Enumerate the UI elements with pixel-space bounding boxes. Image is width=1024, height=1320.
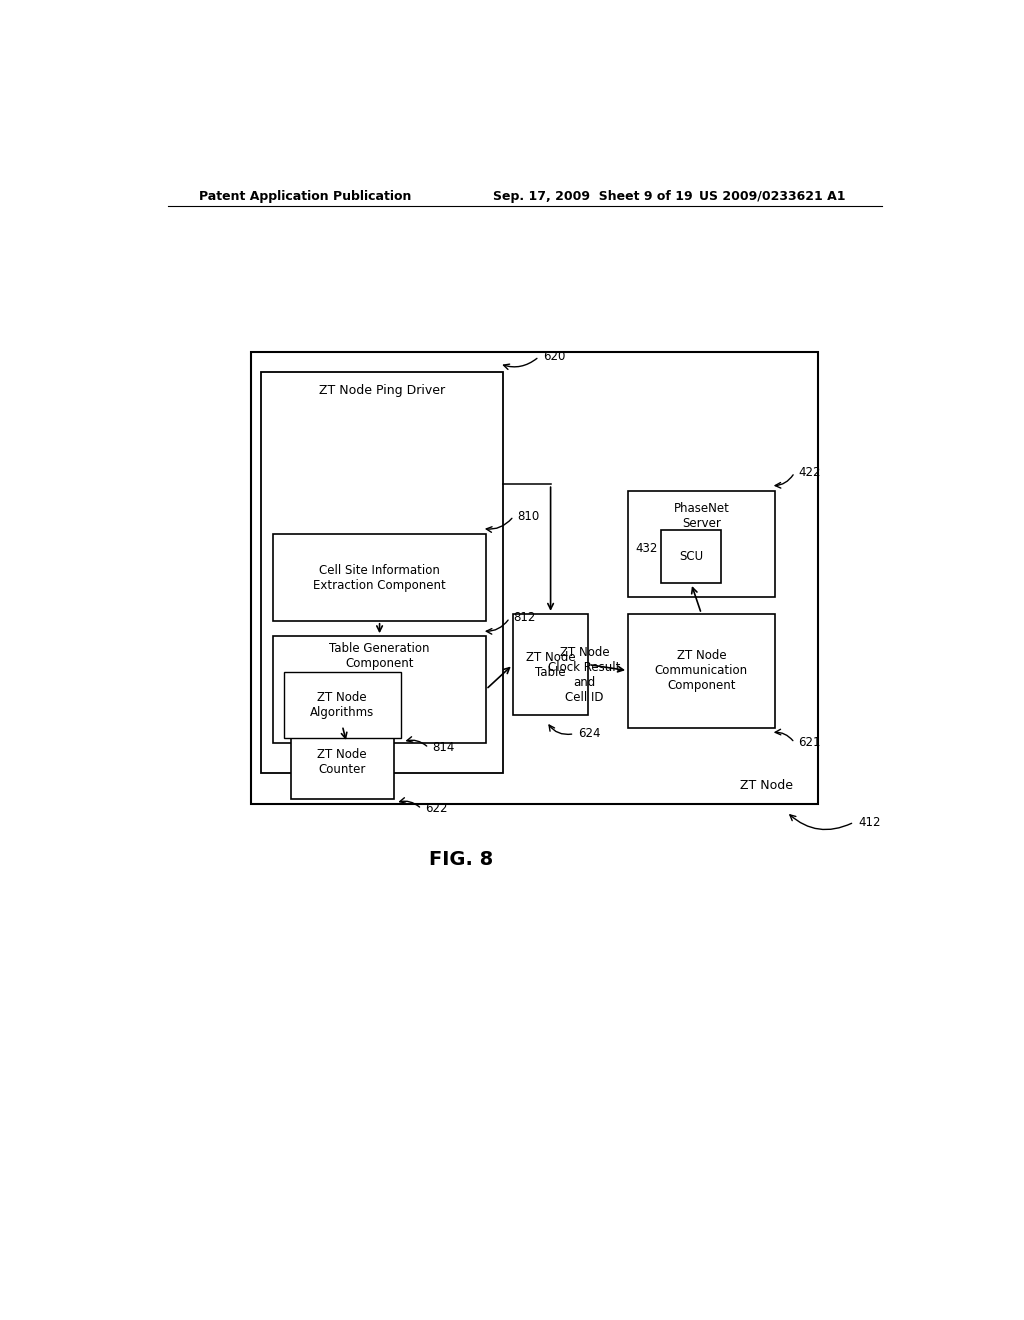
Text: PhaseNet
Server: PhaseNet Server	[674, 502, 729, 531]
Text: 621: 621	[799, 737, 821, 750]
Text: 432: 432	[635, 543, 657, 556]
Text: 812: 812	[514, 611, 537, 624]
Text: 814: 814	[433, 742, 455, 755]
Bar	[251, 351, 818, 804]
Text: Sep. 17, 2009  Sheet 9 of 19: Sep. 17, 2009 Sheet 9 of 19	[494, 190, 692, 202]
Text: 412: 412	[858, 816, 881, 829]
Text: US 2009/0233621 A1: US 2009/0233621 A1	[699, 190, 846, 202]
Text: ZT Node
Clock Result
and
Cell ID: ZT Node Clock Result and Cell ID	[548, 645, 621, 704]
Bar	[513, 614, 588, 715]
Text: FIG. 8: FIG. 8	[429, 850, 494, 869]
Bar	[284, 672, 401, 738]
Bar	[273, 535, 486, 620]
Text: SCU: SCU	[679, 550, 703, 564]
Bar	[273, 636, 486, 743]
Text: ZT Node Ping Driver: ZT Node Ping Driver	[319, 384, 445, 396]
Text: 624: 624	[579, 727, 601, 741]
Bar	[662, 531, 721, 583]
Text: ZT Node
Algorithms: ZT Node Algorithms	[310, 690, 375, 718]
Text: ZT Node
Table: ZT Node Table	[525, 651, 575, 678]
Bar	[628, 491, 775, 598]
Text: ZT Node
Counter: ZT Node Counter	[317, 748, 367, 776]
Text: 622: 622	[426, 803, 449, 816]
Text: Cell Site Information
Extraction Component: Cell Site Information Extraction Compone…	[313, 564, 445, 591]
Text: Table Generation
Component: Table Generation Component	[330, 643, 430, 671]
Text: ZT Node
Communication
Component: ZT Node Communication Component	[654, 649, 748, 692]
Bar	[291, 726, 394, 799]
Text: ZT Node: ZT Node	[740, 779, 794, 792]
Text: 810: 810	[518, 510, 540, 523]
Text: 422: 422	[799, 466, 821, 479]
Text: 620: 620	[543, 350, 565, 363]
Bar	[261, 372, 504, 774]
Text: Patent Application Publication: Patent Application Publication	[200, 190, 412, 202]
Bar	[628, 614, 775, 727]
